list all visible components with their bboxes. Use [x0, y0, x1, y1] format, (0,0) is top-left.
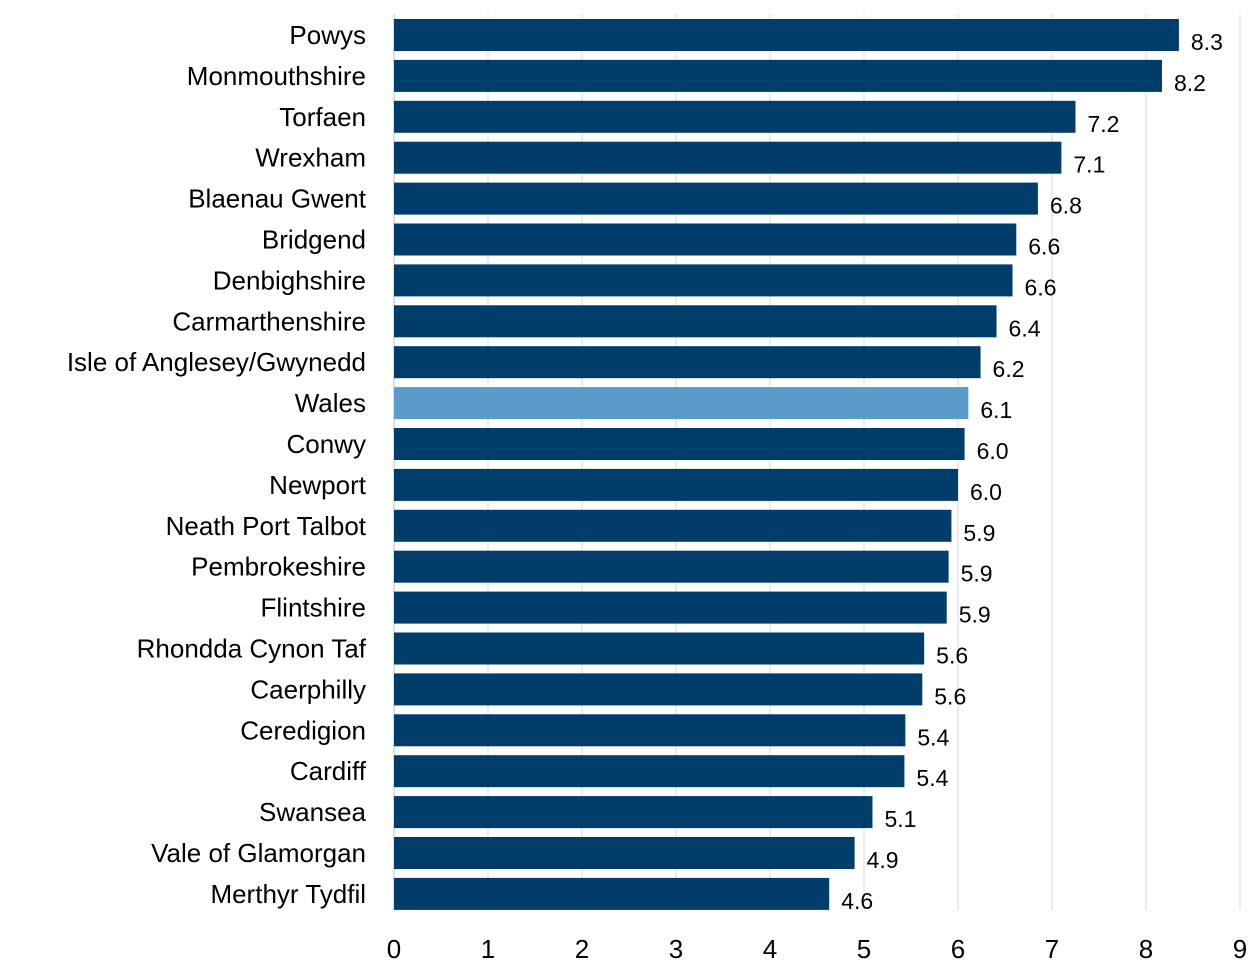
bar-carmarthenshire: [394, 305, 997, 338]
category-label: Vale of Glamorgan: [151, 838, 366, 868]
category-label: Wrexham: [255, 143, 366, 173]
category-label: Conwy: [287, 429, 366, 459]
data-label: 7.2: [1088, 111, 1120, 137]
category-label: Newport: [269, 470, 367, 500]
bar-vale-of-glamorgan: [394, 837, 855, 869]
data-label: 8.3: [1191, 29, 1223, 55]
bar-newport: [394, 468, 958, 501]
data-label: 5.9: [961, 561, 993, 587]
category-label: Pembrokeshire: [191, 552, 366, 582]
category-label: Blaenau Gwent: [188, 184, 367, 214]
category-label: Torfaen: [279, 102, 366, 132]
category-label: Denbighshire: [213, 265, 366, 295]
data-label: 5.9: [963, 520, 995, 546]
data-label: 6.6: [1028, 234, 1060, 260]
category-label: Isle of Anglesey/Gwynedd: [67, 347, 366, 377]
category-label: Rhondda Cynon Taf: [137, 634, 367, 664]
category-label: Caerphilly: [250, 674, 366, 704]
data-label: 6.1: [980, 397, 1012, 423]
bar-merthyr-tydfil: [394, 877, 830, 910]
x-tick-label: 9: [1233, 934, 1247, 961]
data-label: 6.6: [1025, 274, 1057, 300]
x-axis: 0 1 2 3 4 5 6 7 8 9: [387, 934, 1247, 961]
data-labels: 8.3 8.2 7.2 7.1 6.8 6.6 6.6 6.4 6.2 6.1 6.0 6.0 5.9 5…: [841, 29, 1223, 914]
data-label: 4.6: [841, 888, 873, 914]
x-tick-label: 0: [387, 934, 401, 961]
bar-powys: [394, 19, 1179, 51]
data-label: 5.4: [916, 765, 948, 791]
category-label: Neath Port Talbot: [166, 511, 367, 541]
data-label: 6.0: [977, 438, 1009, 464]
category-label: Monmouthshire: [187, 61, 366, 91]
data-label: 5.6: [934, 683, 966, 709]
bar-wrexham: [394, 141, 1062, 174]
bar-ceredigion: [394, 714, 906, 747]
data-label: 6.4: [1009, 315, 1041, 341]
bar-blaenau-gwent: [394, 182, 1038, 215]
data-label: 6.0: [970, 479, 1002, 505]
bar-caerphilly: [394, 673, 923, 706]
category-label: Flintshire: [261, 593, 366, 623]
bar-pembrokeshire: [394, 550, 949, 583]
x-tick-label: 6: [951, 934, 965, 961]
category-labels: Powys Monmouthshire Torfaen Wrexham Blaenau …: [67, 20, 367, 909]
category-label: Wales: [295, 388, 366, 418]
x-tick-label: 3: [669, 934, 683, 961]
category-label: Cardiff: [290, 756, 367, 786]
bar-conwy: [394, 428, 965, 460]
data-label: 4.9: [867, 847, 899, 873]
bar-rhondda-cynon-taf: [394, 632, 925, 665]
bar-cardiff: [394, 755, 905, 788]
data-label: 5.1: [884, 806, 916, 832]
category-label: Bridgend: [262, 225, 366, 255]
data-label: 5.9: [959, 602, 991, 628]
data-label: 6.8: [1050, 193, 1082, 219]
data-label: 5.6: [936, 643, 968, 669]
bar-flintshire: [394, 591, 947, 624]
bar-bridgend: [394, 223, 1017, 256]
category-label: Carmarthenshire: [172, 306, 366, 336]
x-tick-label: 1: [481, 934, 495, 961]
x-tick-label: 2: [575, 934, 589, 961]
bar-monmouthshire: [394, 59, 1162, 92]
data-label: 7.1: [1073, 152, 1105, 178]
x-tick-label: 5: [857, 934, 871, 961]
bar-torfaen: [394, 100, 1076, 133]
bar-denbighshire: [394, 264, 1013, 297]
data-label: 6.2: [993, 356, 1025, 382]
x-tick-label: 8: [1139, 934, 1153, 961]
x-tick-label: 7: [1045, 934, 1059, 961]
data-label: 8.2: [1174, 70, 1206, 96]
bar-isle-of-anglesey-gwynedd: [394, 346, 981, 379]
category-label: Merthyr Tydfil: [210, 879, 366, 909]
bar-swansea: [394, 796, 873, 829]
x-tick-label: 4: [763, 934, 777, 961]
category-label: Ceredigion: [240, 715, 366, 745]
bar-neath-port-talbot: [394, 509, 952, 542]
category-label: Powys: [289, 20, 366, 50]
bars: [394, 19, 1179, 910]
data-label: 5.4: [917, 724, 949, 750]
bar-wales: [394, 387, 969, 420]
category-label: Swansea: [259, 797, 366, 827]
